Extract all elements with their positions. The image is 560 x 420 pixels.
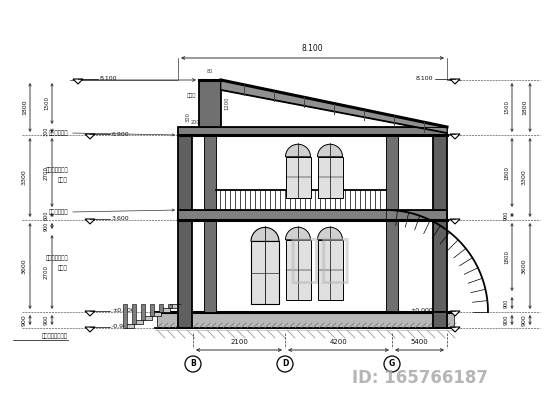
Text: 900: 900	[22, 314, 27, 326]
Circle shape	[384, 356, 400, 372]
Polygon shape	[221, 80, 447, 133]
Bar	[204, 135, 216, 312]
Text: 200: 200	[190, 121, 200, 126]
Bar	[433, 135, 447, 328]
Text: 3300: 3300	[22, 170, 27, 185]
Bar	[132, 304, 136, 324]
Bar	[178, 135, 192, 328]
Wedge shape	[318, 227, 343, 240]
Text: 900: 900	[522, 314, 527, 326]
Text: D: D	[282, 360, 288, 368]
Text: 成品欧式线条: 成品欧式线条	[49, 209, 68, 215]
Circle shape	[277, 356, 293, 372]
Text: 6.900: 6.900	[112, 131, 129, 136]
Text: 3600: 3600	[22, 258, 27, 274]
Bar	[386, 135, 398, 312]
Text: 3.600: 3.600	[112, 216, 129, 221]
Polygon shape	[85, 327, 95, 332]
Wedge shape	[318, 144, 343, 157]
Bar	[123, 304, 127, 328]
Polygon shape	[450, 219, 460, 224]
Wedge shape	[286, 227, 310, 240]
Text: ID: 165766187: ID: 165766187	[352, 369, 488, 387]
Wedge shape	[286, 144, 310, 157]
Text: 1300: 1300	[211, 76, 216, 90]
Polygon shape	[85, 219, 95, 224]
Polygon shape	[450, 134, 460, 139]
Text: 4200: 4200	[330, 339, 347, 345]
Bar	[168, 304, 172, 308]
Text: G: G	[389, 360, 395, 368]
Bar	[178, 210, 447, 220]
Text: 3.600: 3.600	[416, 216, 433, 221]
Bar	[318, 240, 343, 300]
Text: 成品欧式罗马柱: 成品欧式罗马柱	[45, 167, 68, 173]
Text: 900: 900	[504, 298, 509, 307]
Text: 600: 600	[44, 210, 49, 220]
Polygon shape	[73, 79, 83, 84]
Polygon shape	[450, 311, 460, 316]
Text: 1200: 1200	[224, 97, 229, 110]
Bar	[286, 240, 310, 300]
Text: ±0.000: ±0.000	[112, 309, 135, 313]
Bar	[143, 316, 152, 320]
Text: 1800: 1800	[522, 100, 527, 115]
Bar	[134, 320, 143, 324]
Wedge shape	[251, 227, 279, 242]
Bar	[159, 304, 163, 312]
Text: 1500: 1500	[44, 97, 49, 110]
Text: 知乎: 知乎	[288, 234, 352, 286]
Bar	[150, 304, 154, 316]
Text: ±0.000: ±0.000	[410, 309, 433, 313]
Text: 8.100: 8.100	[302, 44, 323, 53]
Text: 6.900: 6.900	[416, 131, 433, 136]
Text: 成品欧式罗马柱: 成品欧式罗马柱	[45, 255, 68, 261]
Text: 900: 900	[504, 315, 509, 325]
Text: 1800: 1800	[504, 165, 509, 179]
Bar	[161, 308, 170, 312]
Text: 8.100: 8.100	[100, 76, 118, 81]
Text: 卧室窗: 卧室窗	[186, 92, 196, 97]
Text: 管柱暖: 管柱暖	[58, 177, 68, 183]
Bar	[199, 80, 221, 127]
Text: 2100: 2100	[230, 339, 248, 345]
Text: 5400: 5400	[410, 339, 428, 345]
Bar	[152, 312, 161, 316]
Bar	[286, 157, 310, 198]
Polygon shape	[85, 134, 95, 139]
Text: 1800: 1800	[504, 250, 509, 264]
Text: B: B	[190, 360, 196, 368]
Text: 管柱暖: 管柱暖	[58, 265, 68, 271]
Text: 1500: 1500	[504, 100, 509, 115]
Bar	[141, 304, 145, 320]
Circle shape	[185, 356, 201, 372]
Text: -0.900: -0.900	[112, 325, 132, 330]
Bar	[251, 241, 279, 304]
Text: 2700: 2700	[44, 265, 49, 279]
Polygon shape	[450, 79, 460, 84]
Text: 欧美款式葫芦雕柱: 欧美款式葫芦雕柱	[42, 333, 68, 339]
Polygon shape	[85, 311, 95, 316]
Text: 900: 900	[44, 315, 49, 325]
Text: 2700: 2700	[44, 165, 49, 179]
Text: -0.900: -0.900	[413, 325, 433, 330]
Bar	[178, 127, 447, 135]
Text: 300: 300	[44, 126, 49, 136]
Text: 900: 900	[504, 210, 509, 220]
Text: 900: 900	[44, 221, 49, 231]
Text: 成品欧式线条: 成品欧式线条	[49, 130, 68, 136]
Bar	[170, 304, 179, 308]
Text: 80: 80	[207, 69, 213, 74]
Text: 3300: 3300	[522, 170, 527, 185]
Bar	[157, 312, 454, 328]
Bar	[125, 324, 134, 328]
Text: 300: 300	[186, 112, 191, 122]
Text: 8.100: 8.100	[416, 76, 433, 81]
Polygon shape	[450, 327, 460, 332]
Bar	[318, 157, 343, 198]
Text: 3600: 3600	[522, 258, 527, 274]
Text: 1800: 1800	[22, 100, 27, 115]
